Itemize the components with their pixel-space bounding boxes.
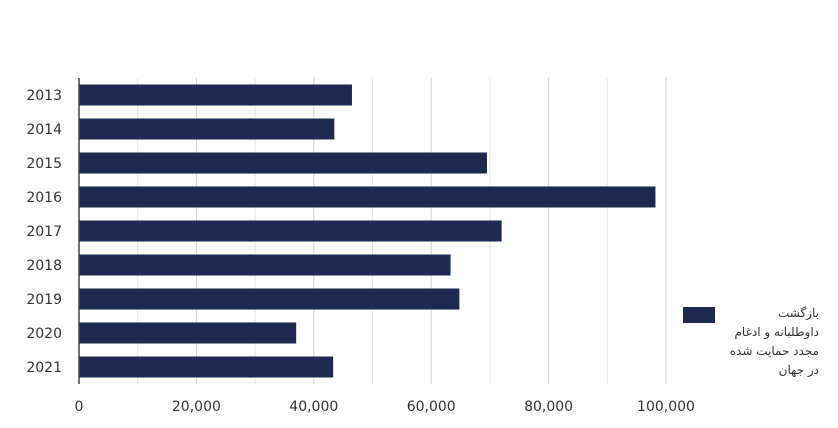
y-axis-labels: 2013 2014 2015 2016 2017 2018 2019 2020 2021 [26,88,62,376]
bar-2020 [79,322,297,344]
bar-2017 [79,220,502,242]
y-tick-label: 2014 [26,122,62,138]
y-tick-label: 2017 [26,224,62,240]
bar-2015 [79,152,487,174]
x-axis-labels: 0 20,000 40,000 60,000 80,000 100,000 [75,399,695,415]
y-tick-label: 2020 [26,326,62,342]
y-tick-label: 2021 [26,360,62,376]
x-tick-label: 100,000 [637,399,695,415]
y-tick-label: 2019 [26,292,62,308]
x-tick-label: 0 [75,399,84,415]
x-tick-label: 80,000 [524,399,573,415]
y-tick-label: 2016 [26,190,62,206]
legend-label: بازگشت داوطلبانه و ادغام مجدد حمایت شده … [729,306,819,377]
x-tick-label: 40,000 [289,399,338,415]
x-tick-label: 60,000 [407,399,456,415]
y-tick-label: 2015 [26,156,62,172]
y-tick-label: 2018 [26,258,62,274]
bar-2019 [79,288,460,310]
y-tick-label: 2013 [26,88,62,104]
bar-2014 [79,118,335,140]
bars [79,84,656,378]
bar-2018 [79,254,451,276]
legend: بازگشت داوطلبانه و ادغام مجدد حمایت شده … [683,304,833,380]
bar-2016 [79,186,656,208]
bar-2021 [79,356,334,378]
bar-2013 [79,84,352,106]
x-tick-label: 20,000 [172,399,221,415]
legend-swatch [683,307,715,323]
